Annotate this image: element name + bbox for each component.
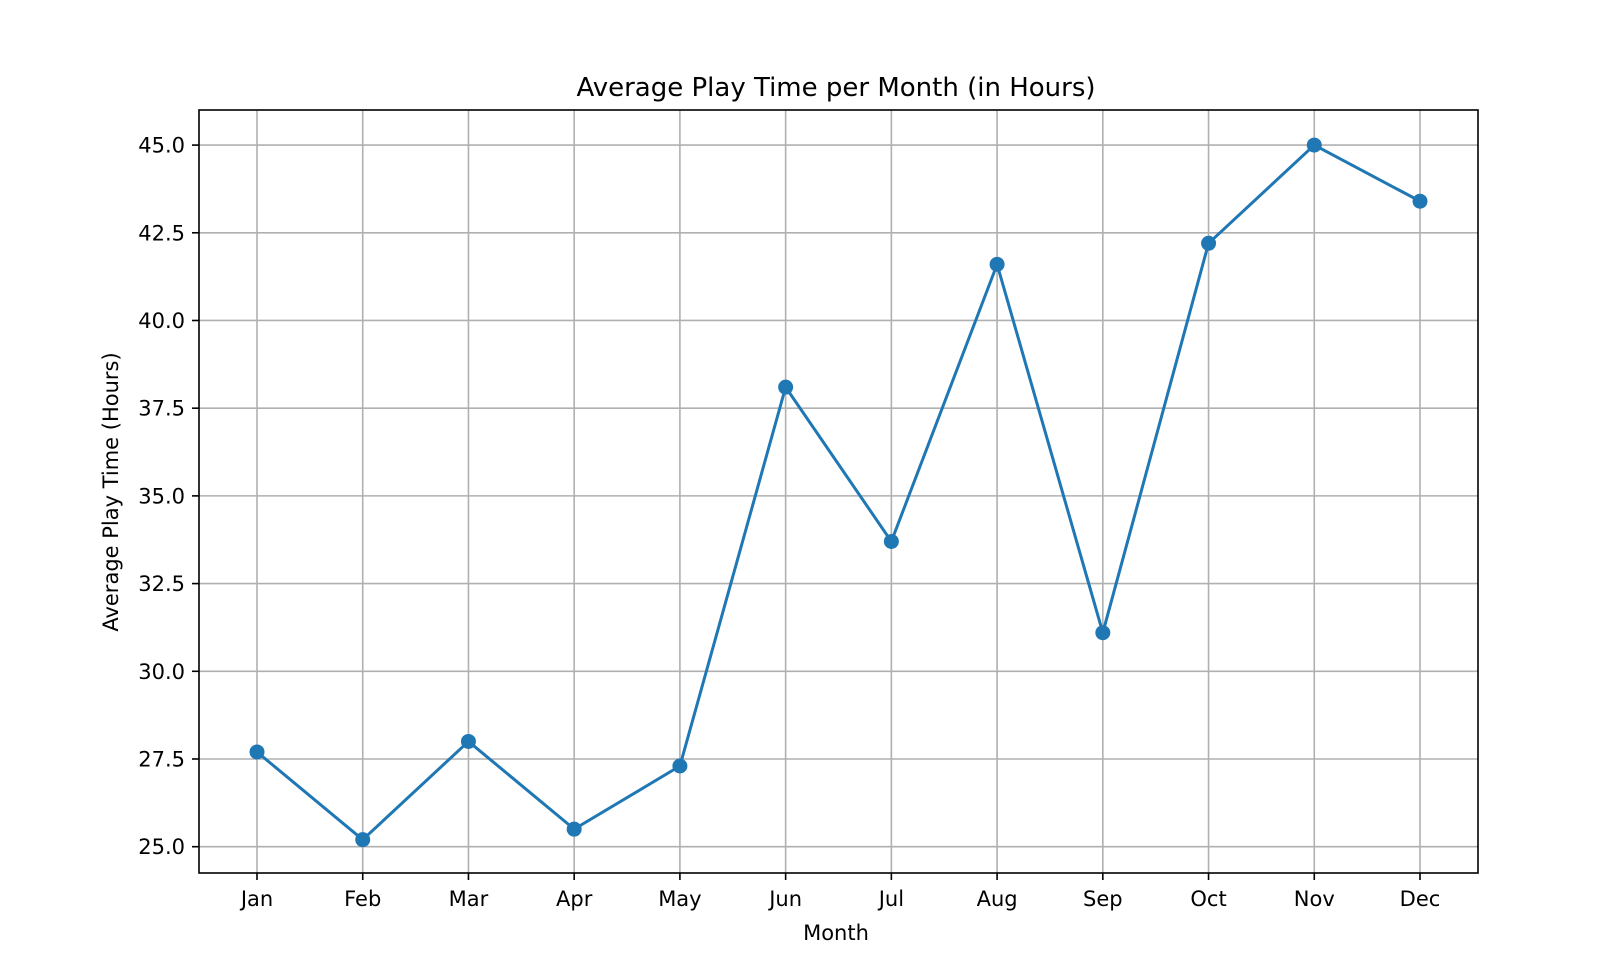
series-line: [256, 143, 1421, 842]
x-tick-label: Dec: [1400, 887, 1441, 911]
x-tick-label: May: [658, 887, 701, 911]
x-tick-label: Feb: [344, 887, 381, 911]
data-point-aug: [989, 256, 1005, 272]
x-tick-label: Apr: [556, 887, 593, 911]
data-point-feb: [355, 832, 371, 848]
data-point-oct: [1201, 235, 1217, 251]
y-tick-label: 37.5: [138, 397, 185, 421]
y-axis-title: Average Play Time (Hours): [99, 352, 123, 631]
y-tick-label: 40.0: [138, 309, 185, 333]
data-point-jun: [778, 379, 794, 395]
x-tick-label: Jul: [877, 887, 904, 911]
data-point-may: [672, 758, 688, 774]
chart-title: Average Play Time per Month (in Hours): [576, 73, 1095, 103]
data-point-jul: [883, 533, 899, 549]
x-tick-label: Mar: [449, 887, 489, 911]
grid-lines: [199, 110, 1478, 873]
x-tick-label: Aug: [977, 887, 1018, 911]
y-tick-label: 27.5: [138, 747, 185, 771]
data-point-sep: [1095, 625, 1111, 641]
y-tick-label: 30.0: [138, 660, 185, 684]
series-layer: [249, 137, 1428, 848]
x-tick-label: Oct: [1190, 887, 1226, 911]
x-tick-label: Sep: [1083, 887, 1123, 911]
data-point-mar: [460, 733, 476, 749]
plot-frame: [198, 109, 1479, 874]
x-tick-label: Jan: [239, 887, 273, 911]
x-axis-title: Month: [803, 921, 869, 945]
data-point-jan: [249, 744, 265, 760]
x-tick-label: Jun: [767, 887, 802, 911]
y-tick-label: 35.0: [138, 484, 185, 508]
data-point-dec: [1412, 193, 1428, 209]
y-tick-label: 32.5: [138, 572, 185, 596]
y-tick-label: 42.5: [138, 221, 185, 245]
y-tick-label: 25.0: [138, 835, 185, 859]
y-tick-label: 45.0: [138, 134, 185, 158]
data-point-apr: [566, 821, 582, 837]
x-tick-label: Nov: [1294, 887, 1335, 911]
axis-ticks: Jan Feb Mar Apr May Jun Jul Aug Sep Oct Nov Dec 25.0…: [138, 134, 1440, 911]
data-point-nov: [1306, 137, 1322, 153]
